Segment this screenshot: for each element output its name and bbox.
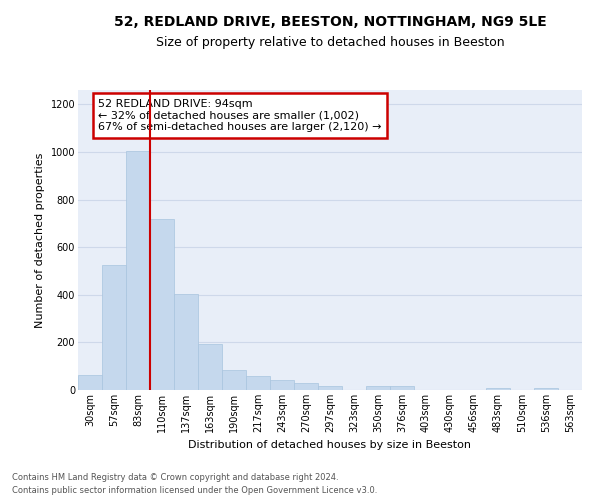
Y-axis label: Number of detached properties: Number of detached properties [35, 152, 45, 328]
Bar [366, 386, 390, 390]
Bar [534, 388, 558, 390]
Bar [150, 218, 174, 390]
Bar [222, 370, 246, 390]
X-axis label: Distribution of detached houses by size in Beeston: Distribution of detached houses by size … [188, 440, 472, 450]
Bar [270, 380, 294, 390]
Text: 52 REDLAND DRIVE: 94sqm
← 32% of detached houses are smaller (1,002)
67% of semi: 52 REDLAND DRIVE: 94sqm ← 32% of detache… [98, 99, 382, 132]
Bar [198, 344, 222, 390]
Text: Contains HM Land Registry data © Crown copyright and database right 2024.: Contains HM Land Registry data © Crown c… [12, 474, 338, 482]
Text: 52, REDLAND DRIVE, BEESTON, NOTTINGHAM, NG9 5LE: 52, REDLAND DRIVE, BEESTON, NOTTINGHAM, … [113, 16, 547, 30]
Bar [318, 386, 342, 390]
Bar [486, 388, 510, 390]
Bar [294, 383, 318, 390]
Text: Contains public sector information licensed under the Open Government Licence v3: Contains public sector information licen… [12, 486, 377, 495]
Bar [102, 265, 126, 390]
Bar [174, 294, 198, 390]
Text: Size of property relative to detached houses in Beeston: Size of property relative to detached ho… [155, 36, 505, 49]
Bar [390, 386, 414, 390]
Bar [78, 374, 102, 390]
Bar [126, 152, 150, 390]
Bar [246, 376, 270, 390]
